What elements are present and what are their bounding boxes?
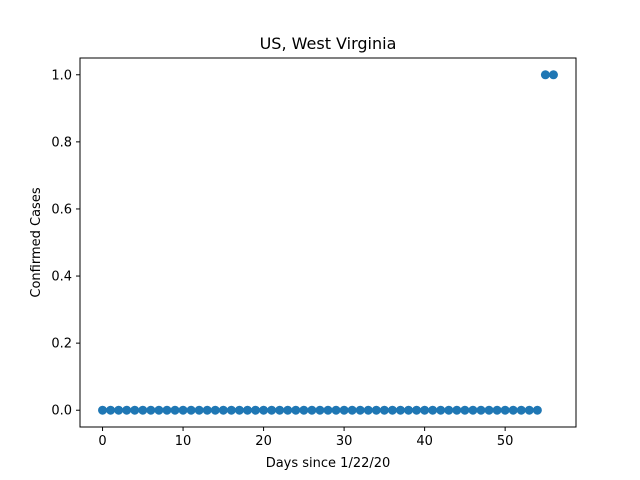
data-point bbox=[162, 405, 172, 415]
data-point bbox=[130, 405, 140, 415]
x-axis-label: Days since 1/22/20 bbox=[266, 456, 391, 471]
data-point bbox=[242, 405, 252, 415]
data-point bbox=[106, 405, 116, 415]
data-point bbox=[412, 405, 422, 415]
y-tick-label: 0.4 bbox=[51, 270, 72, 285]
y-tick-label: 0.2 bbox=[51, 337, 72, 352]
data-point bbox=[460, 405, 470, 415]
data-point bbox=[194, 405, 204, 415]
data-point bbox=[234, 405, 244, 415]
data-point bbox=[347, 405, 357, 415]
x-axis-ticks: 0 10 20 30 40 50 bbox=[98, 427, 513, 449]
data-point bbox=[508, 405, 518, 415]
y-tick-label: 1.0 bbox=[51, 68, 72, 83]
data-point bbox=[218, 405, 228, 415]
data-point bbox=[154, 405, 164, 415]
data-point bbox=[178, 405, 188, 415]
data-point bbox=[307, 405, 317, 415]
data-point bbox=[444, 405, 454, 415]
data-point bbox=[500, 405, 510, 415]
data-point bbox=[532, 405, 542, 415]
data-point bbox=[267, 405, 277, 415]
data-point bbox=[468, 405, 478, 415]
data-point bbox=[98, 405, 108, 415]
data-point bbox=[387, 405, 397, 415]
data-point bbox=[323, 405, 333, 415]
y-tick-label: 0.0 bbox=[51, 404, 72, 419]
data-point bbox=[404, 405, 414, 415]
x-tick-label: 50 bbox=[497, 434, 514, 449]
data-point bbox=[170, 405, 180, 415]
x-tick-label: 30 bbox=[336, 434, 353, 449]
x-tick-label: 20 bbox=[255, 434, 272, 449]
data-point bbox=[548, 70, 558, 80]
y-tick-label: 0.6 bbox=[51, 202, 72, 217]
data-point bbox=[299, 405, 309, 415]
x-tick-label: 0 bbox=[98, 434, 106, 449]
data-point bbox=[315, 405, 325, 415]
data-point bbox=[259, 405, 269, 415]
data-point bbox=[452, 405, 462, 415]
y-axis-label: Confirmed Cases bbox=[29, 187, 44, 297]
data-point bbox=[114, 405, 124, 415]
data-point bbox=[186, 405, 196, 415]
plot-frame bbox=[79, 57, 577, 428]
data-point bbox=[492, 405, 502, 415]
data-point bbox=[339, 405, 349, 415]
data-point bbox=[436, 405, 446, 415]
data-point bbox=[420, 405, 430, 415]
data-point bbox=[484, 405, 494, 415]
data-point bbox=[516, 405, 526, 415]
data-point bbox=[363, 405, 373, 415]
data-point bbox=[540, 70, 550, 80]
data-point bbox=[371, 405, 381, 415]
data-point bbox=[275, 405, 285, 415]
data-point bbox=[226, 405, 236, 415]
data-point bbox=[122, 405, 132, 415]
data-point bbox=[524, 405, 534, 415]
data-point bbox=[210, 405, 220, 415]
data-point bbox=[291, 405, 301, 415]
data-point bbox=[428, 405, 438, 415]
chart-title: US, West Virginia bbox=[260, 34, 397, 53]
data-point bbox=[476, 405, 486, 415]
data-point bbox=[251, 405, 261, 415]
data-points bbox=[98, 70, 558, 415]
x-tick-label: 40 bbox=[416, 434, 433, 449]
y-tick-label: 0.8 bbox=[51, 135, 72, 150]
data-point bbox=[138, 405, 148, 415]
data-point bbox=[331, 405, 341, 415]
data-point bbox=[283, 405, 293, 415]
data-point bbox=[202, 405, 212, 415]
data-point bbox=[146, 405, 156, 415]
y-axis-ticks: 0.0 0.2 0.4 0.6 0.8 1.0 bbox=[51, 68, 80, 419]
data-point bbox=[379, 405, 389, 415]
data-point bbox=[395, 405, 405, 415]
data-point bbox=[355, 405, 365, 415]
x-tick-label: 10 bbox=[175, 434, 192, 449]
